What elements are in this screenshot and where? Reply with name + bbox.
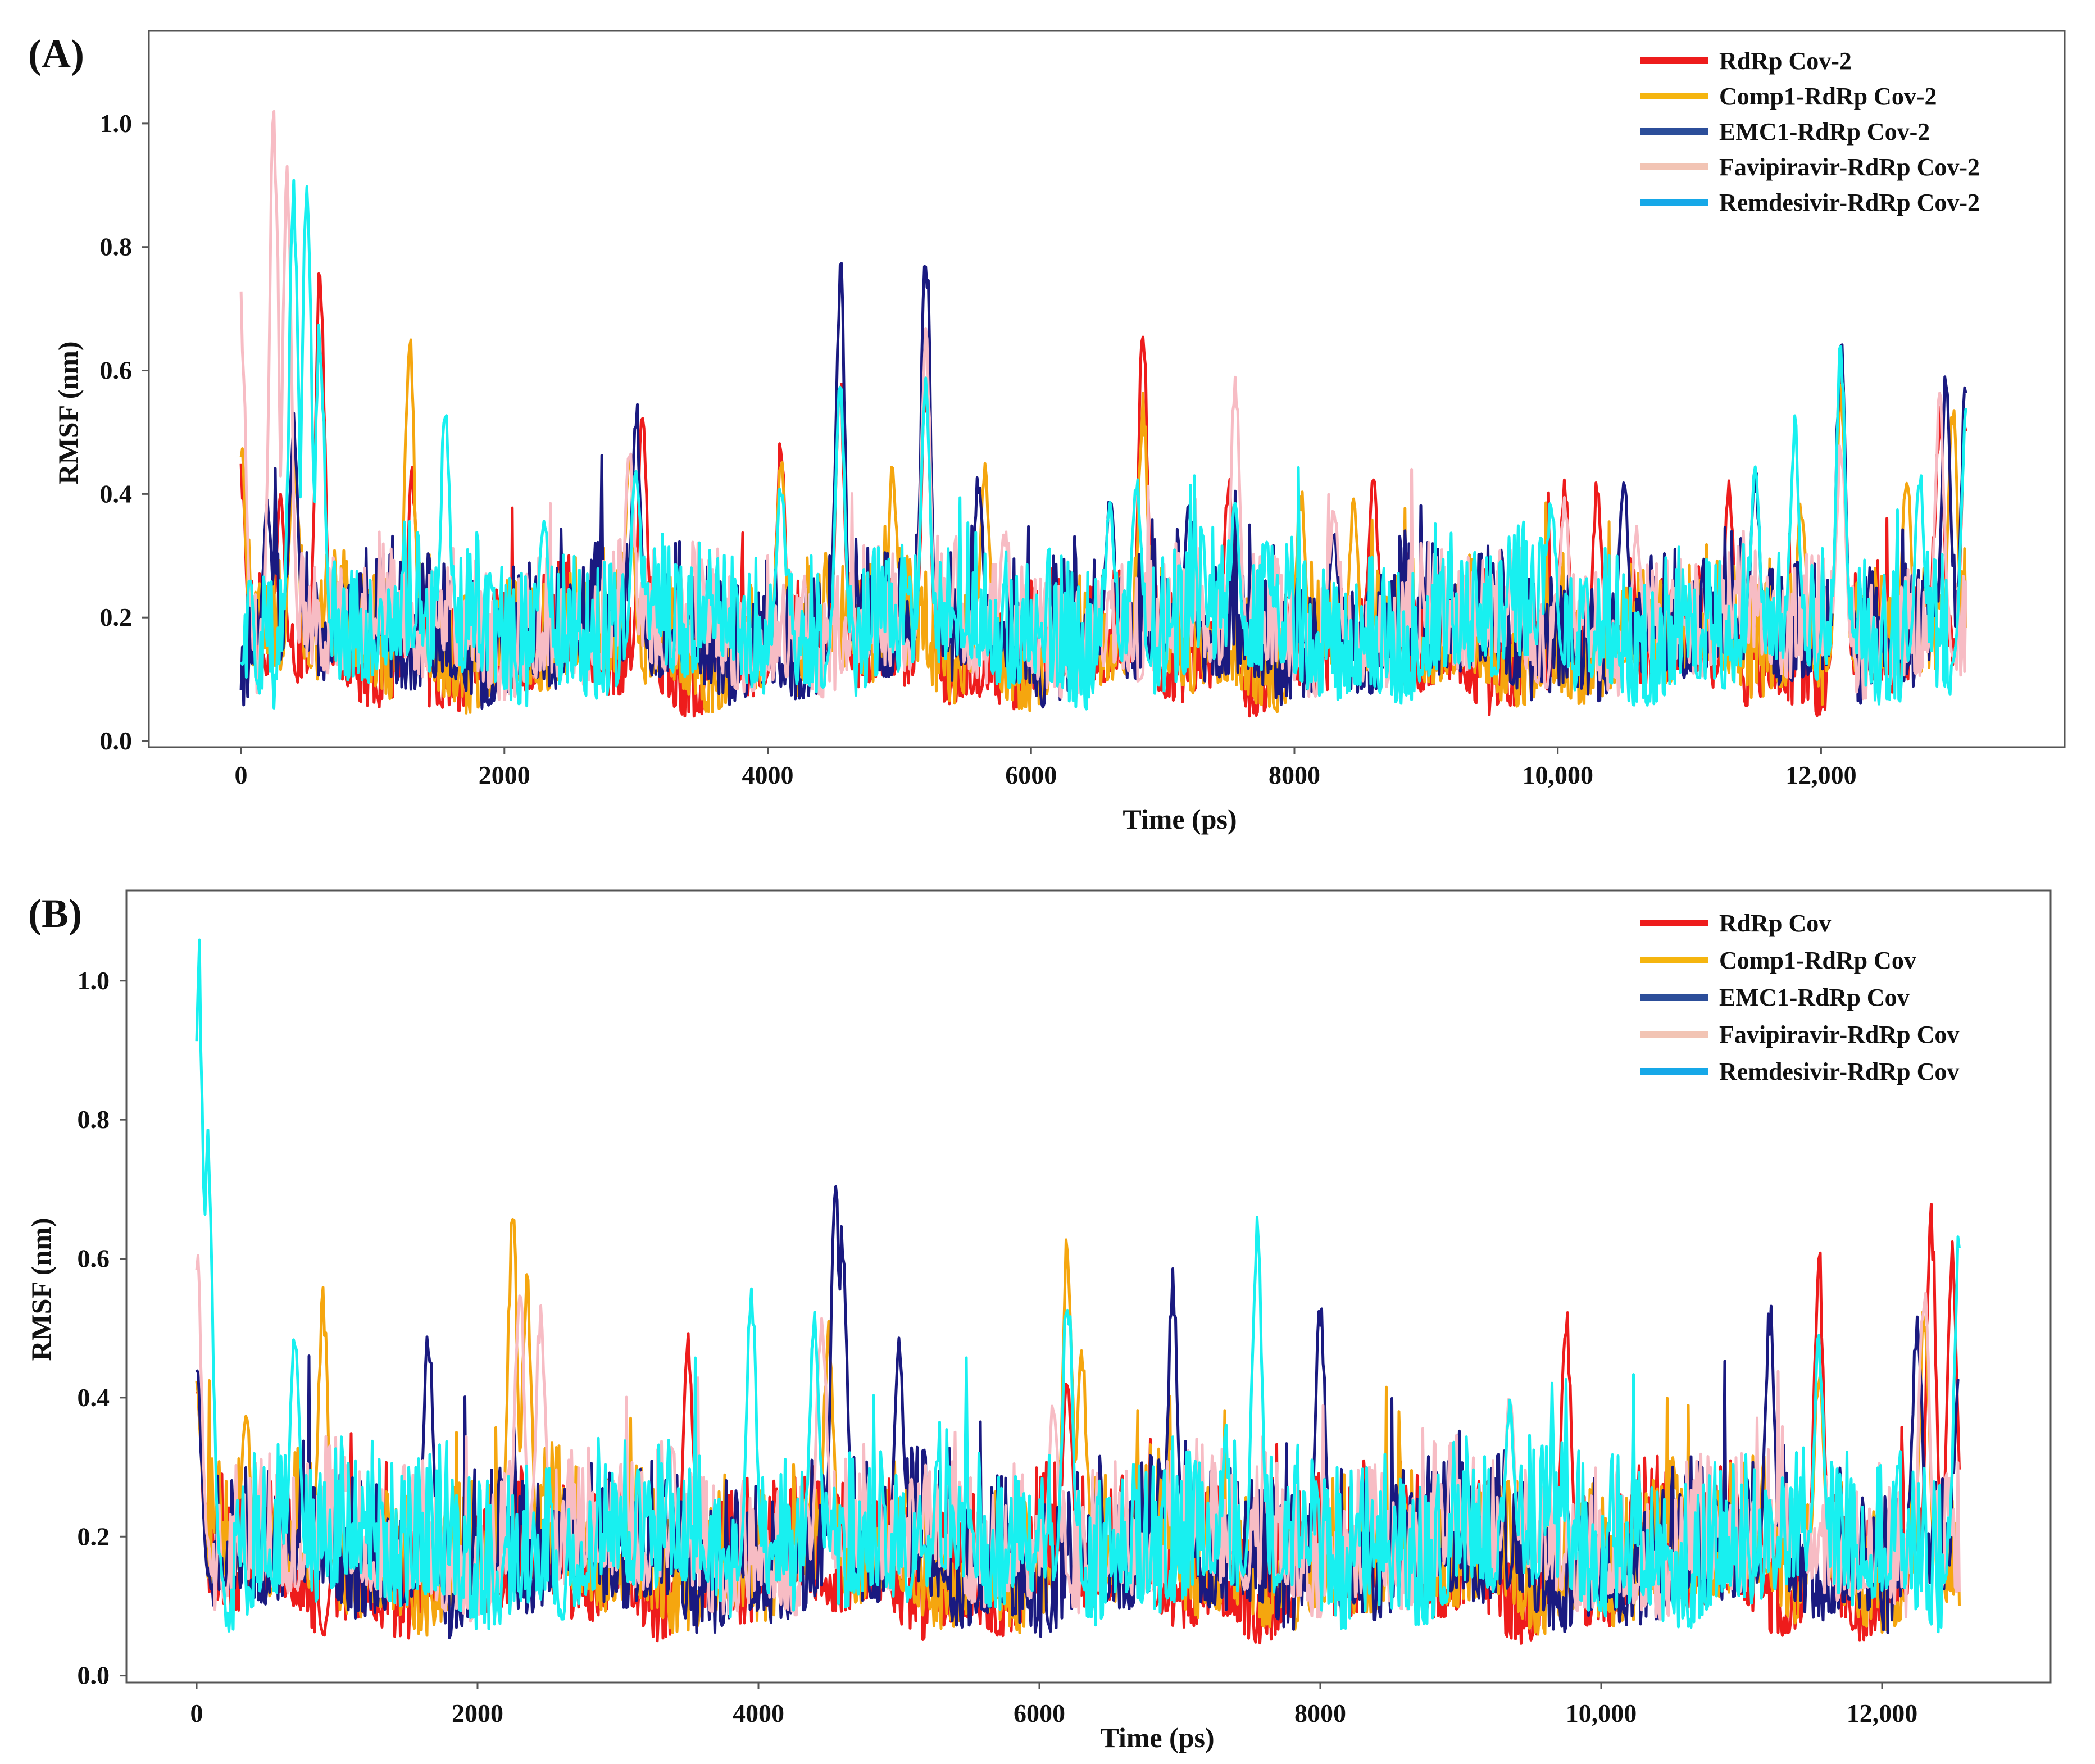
series-lines <box>195 938 1961 1645</box>
y-tick-label: 0.4 <box>100 479 133 508</box>
x-ticks: 0 2000 4000 6000 8000 10,000 12,000 <box>190 1683 1918 1727</box>
y-axis-label: RMSF (nm) <box>25 1217 57 1361</box>
x-tick-label: 10,000 <box>1522 761 1593 789</box>
x-ticks: 0 2000 4000 6000 8000 10,000 12,000 <box>235 747 1857 789</box>
panel-b: (B) 0.0 0.2 0.4 0.6 0.8 1.0 0 2000 4000 6000 8000… <box>0 865 2095 1764</box>
y-tick-label: 0.4 <box>78 1383 110 1412</box>
series-line-5 <box>195 938 1961 1634</box>
y-tick-label: 0.8 <box>78 1105 110 1134</box>
x-tick-label: 12,000 <box>1847 1699 1918 1727</box>
y-tick-label: 1.0 <box>100 109 133 138</box>
x-tick-label: 10,000 <box>1566 1699 1637 1727</box>
x-tick-label: 2000 <box>452 1699 503 1727</box>
legend-label: Remdesivir-RdRp Cov <box>1719 1058 1959 1085</box>
rmsf-chart-b: (B) 0.0 0.2 0.4 0.6 0.8 1.0 0 2000 4000 6000 8000… <box>25 889 2052 1753</box>
legend-label: Favipiravir-RdRp Cov-2 <box>1719 153 1980 181</box>
y-axis-label: RMSF (nm) <box>52 341 84 484</box>
x-tick-label: 6000 <box>1005 761 1057 789</box>
series-line-5 <box>239 179 1967 711</box>
y-tick-label: 0.6 <box>100 356 133 385</box>
y-tick-label: 0.0 <box>100 726 133 755</box>
legend-label: RdRp Cov <box>1719 910 1831 937</box>
x-tick-label: 2000 <box>479 761 530 789</box>
rmsf-chart-a: (A) 0.0 0.2 0.4 0.6 0.8 1.0 0 2000 4000 6000 8000… <box>28 30 2066 835</box>
legend-label: Comp1-RdRp Cov-2 <box>1719 83 1937 110</box>
x-axis-label: Time (ps) <box>1123 803 1237 835</box>
x-tick-label: 8000 <box>1269 761 1320 789</box>
legend-label: RdRp Cov-2 <box>1719 47 1852 75</box>
panel-label: (B) <box>28 891 82 936</box>
plot-frame <box>125 889 2052 1684</box>
legend: RdRp Cov-2 Comp1-RdRp Cov-2 EMC1-RdRp Cov-… <box>1640 47 1980 216</box>
x-tick-label: 4000 <box>733 1699 784 1727</box>
panel-label: (A) <box>28 31 84 76</box>
legend: RdRp Cov Comp1-RdRp Cov EMC1-RdRp Cov Favip… <box>1640 910 1959 1085</box>
legend-label: Comp1-RdRp Cov <box>1719 947 1916 974</box>
legend-label: Favipiravir-RdRp Cov <box>1719 1021 1959 1048</box>
y-tick-label: 0.6 <box>78 1244 110 1273</box>
panel-a: (A) 0.0 0.2 0.4 0.6 0.8 1.0 0 2000 4000 6000 8000… <box>0 0 2095 865</box>
x-tick-label: 8000 <box>1294 1699 1346 1727</box>
y-ticks: 0.0 0.2 0.4 0.6 0.8 1.0 <box>100 109 149 755</box>
legend-label: Remdesivir-RdRp Cov-2 <box>1719 189 1980 216</box>
x-tick-label: 0 <box>235 761 248 789</box>
y-tick-label: 0.0 <box>78 1661 110 1690</box>
y-tick-label: 0.2 <box>100 603 133 631</box>
legend-label: EMC1-RdRp Cov <box>1719 984 1910 1011</box>
x-axis-label: Time (ps) <box>1100 1722 1214 1753</box>
y-ticks: 0.0 0.2 0.4 0.6 0.8 1.0 <box>78 966 126 1690</box>
y-tick-label: 0.8 <box>100 233 133 261</box>
x-tick-label: 6000 <box>1014 1699 1065 1727</box>
x-tick-label: 0 <box>190 1699 203 1727</box>
x-tick-label: 12,000 <box>1785 761 1857 789</box>
series-lines <box>239 110 1967 718</box>
y-tick-label: 1.0 <box>78 966 110 995</box>
plot-frame <box>148 30 2066 748</box>
y-tick-label: 0.2 <box>78 1522 110 1551</box>
x-tick-label: 4000 <box>742 761 794 789</box>
legend-label: EMC1-RdRp Cov-2 <box>1719 118 1930 146</box>
